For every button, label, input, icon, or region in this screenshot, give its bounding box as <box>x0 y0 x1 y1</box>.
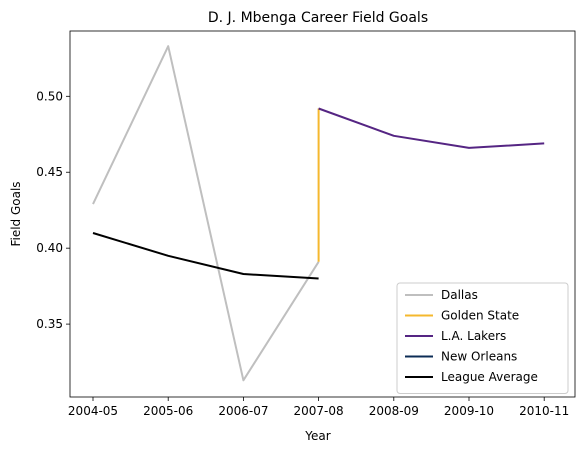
series-line-0 <box>93 46 319 380</box>
series-line-2 <box>319 109 545 148</box>
x-tick-label: 2007-08 <box>294 404 344 418</box>
y-axis-label: Field Goals <box>9 181 23 246</box>
y-tick-label: 0.35 <box>36 317 63 331</box>
x-tick-label: 2008-09 <box>369 404 419 418</box>
y-tick-label: 0.50 <box>36 89 63 103</box>
legend-label: Golden State <box>441 309 519 323</box>
x-tick-label: 2009-10 <box>444 404 494 418</box>
x-tick-label: 2005-06 <box>143 404 193 418</box>
legend-label: New Orleans <box>441 350 517 364</box>
x-tick-label: 2004-05 <box>68 404 118 418</box>
y-tick-label: 0.45 <box>36 165 63 179</box>
legend-label: Dallas <box>441 288 478 302</box>
series-line-4 <box>93 233 319 279</box>
y-tick-label: 0.40 <box>36 241 63 255</box>
x-axis-label: Year <box>304 429 330 443</box>
x-tick-label: 2010-11 <box>519 404 569 418</box>
x-tick-label: 2006-07 <box>218 404 268 418</box>
legend-label: L.A. Lakers <box>441 329 506 343</box>
chart-title: D. J. Mbenga Career Field Goals <box>208 10 428 26</box>
legend-label: League Average <box>441 370 538 384</box>
legend: Dallas Golden State L.A. Lakers New Orleans… <box>397 283 568 394</box>
